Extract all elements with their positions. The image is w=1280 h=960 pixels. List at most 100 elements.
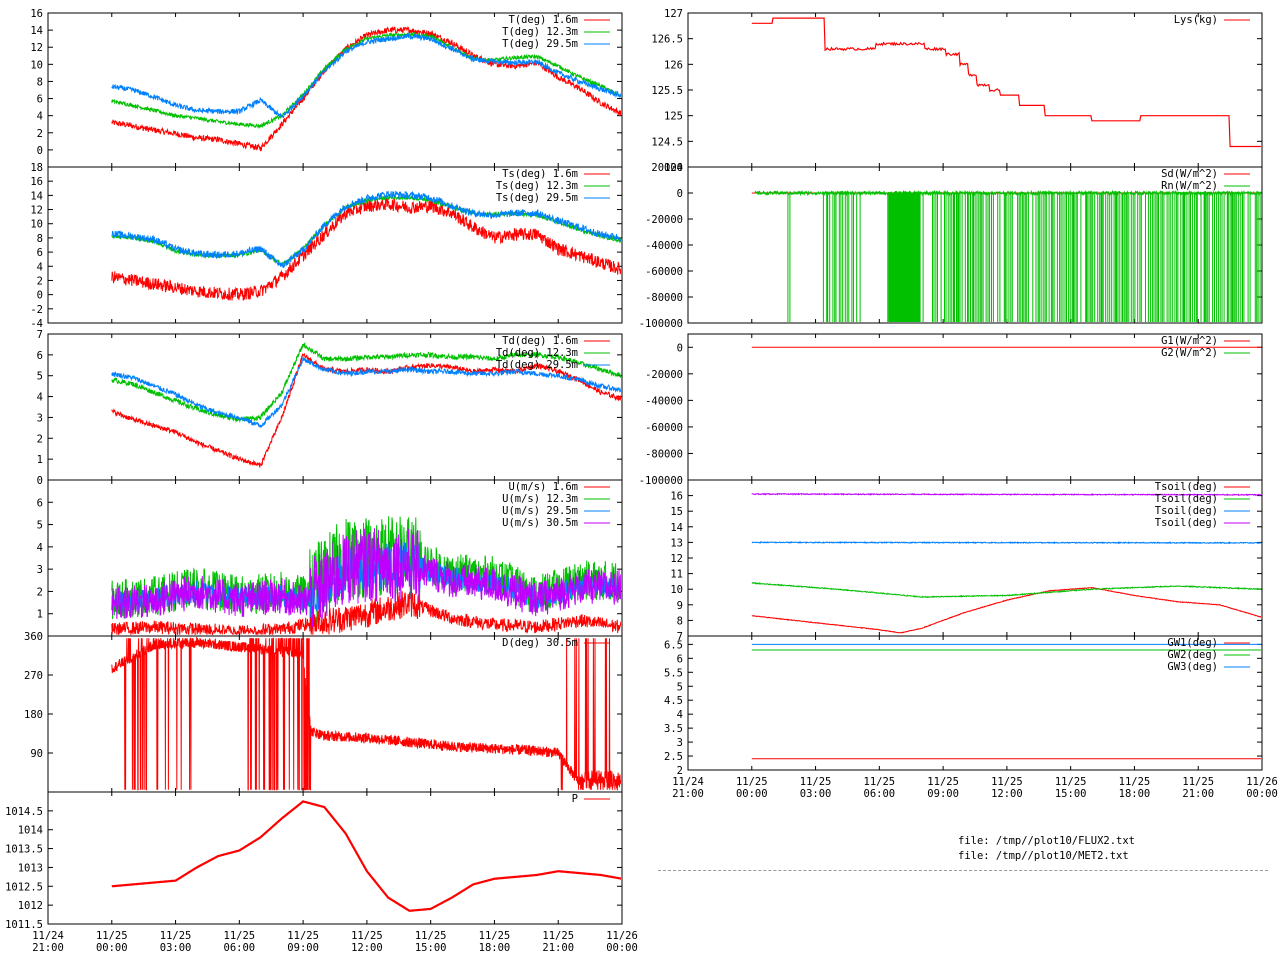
x-tick-label-right-date: 11/25 [864, 776, 896, 788]
y-tick-label: 3 [37, 564, 43, 576]
y-tick-label: 20000 [651, 162, 683, 174]
x-tick-label-right-date: 11/24 [672, 776, 704, 788]
y-tick-label: 125 [664, 111, 683, 123]
y-tick-label: 15 [670, 506, 683, 518]
legend-label: Ts(deg) 29.5m [496, 192, 578, 204]
legend-label: Tsoil(deg) [1155, 517, 1218, 529]
plot-frame [47, 791, 623, 925]
series-line-1 [111, 342, 621, 423]
legend-label: U(m/s) 12.3m [502, 493, 578, 505]
series-line-2 [111, 32, 621, 119]
y-tick-label: 1014 [18, 825, 43, 837]
y-tick-label: 126.5 [651, 34, 683, 46]
plot-data [751, 492, 1261, 634]
legend-label: U(m/s) 1.6m [508, 481, 578, 493]
panel-gw: 6.5 6 5.5 5 4.5 4 3.5 3 2.5 2 GW1(deg)GW2(deg)GW3(… [664, 635, 1263, 777]
y-tick-label: 180 [24, 709, 43, 721]
x-tick-label-left-time: 00:00 [96, 942, 128, 954]
dashed-separator [658, 870, 1268, 871]
y-tick-label: 11 [670, 569, 683, 581]
series-line-1 [751, 581, 1261, 599]
x-tick-label-right-date: 11/25 [927, 776, 959, 788]
y-tick-label: 7 [677, 631, 683, 643]
y-tick-label: 270 [24, 670, 43, 682]
y-tick-label: -40000 [645, 240, 683, 252]
legend-label: Td(deg) 1.6m [502, 335, 578, 347]
x-tick-label-left-time: 18:00 [479, 942, 511, 954]
series-line-0 [111, 637, 621, 791]
file-label-met: file: /tmp//plot10/MET2.txt [958, 850, 1129, 862]
y-tick-label: 2 [37, 128, 43, 140]
plot-data [751, 346, 1261, 348]
series-line-0 [111, 800, 621, 912]
y-tick-label: 14 [30, 190, 43, 202]
legend-label: U(m/s) 29.5m [502, 505, 578, 517]
series-spikes-1 [787, 193, 1261, 322]
y-tick-label: 124 [664, 162, 683, 174]
x-tick-label-right-time: 21:00 [1182, 788, 1214, 800]
panel-lys: 127 126.5 126 125.5 125 124.5 124 Lys(kg) [651, 8, 1263, 174]
x-tick-label-left-time: 06:00 [224, 942, 256, 954]
x-tick-label-right-time: 03:00 [800, 788, 832, 800]
panel-pres: 1014.5 1014 1013.5 1013 1012.5 1012 1011.5 P [5, 791, 623, 931]
y-tick-label: 4 [37, 111, 43, 123]
y-tick-label: 1 [37, 609, 43, 621]
plot-frame [47, 166, 623, 324]
y-tick-label: -100000 [639, 318, 683, 330]
legend-label: Td(deg) 29.5m [496, 359, 578, 371]
x-tick-label-right-date: 11/25 [800, 776, 832, 788]
series-line-0 [751, 586, 1261, 634]
legend-label: T(deg) 29.5m [502, 38, 578, 50]
legend-label: GW3(deg) [1167, 661, 1218, 673]
x-tick-label-left-time: 21:00 [32, 942, 64, 954]
y-tick-label: 6 [37, 247, 43, 259]
x-tick-label-left-date: 11/25 [160, 930, 192, 942]
y-tick-label: 6 [37, 350, 43, 362]
panel-temp: 16 14 12 10 8 6 4 2 0 T(deg) 1.6mT(deg) 12.3mT(de… [30, 8, 623, 168]
x-tick-label-right-date: 11/25 [1119, 776, 1151, 788]
x-tick-label-left-time: 12:00 [351, 942, 383, 954]
panel-tsoil: 16151413121110987Tsoil(deg)Tsoil(deg)Tso… [670, 479, 1263, 643]
y-tick-label: 10 [670, 584, 683, 596]
legend-label: T(deg) 12.3m [502, 26, 578, 38]
legend-label: Td(deg) 12.3m [496, 347, 578, 359]
y-tick-label: 10 [30, 219, 43, 231]
y-tick-label: 8 [677, 615, 683, 627]
legend-label: Tsoil(deg) [1155, 505, 1218, 517]
x-tick-label-right-date: 11/25 [1055, 776, 1087, 788]
y-tick-label: 1013.5 [5, 844, 43, 856]
x-tick-label-left-date: 11/24 [32, 930, 64, 942]
y-tick-label: 4.5 [664, 695, 683, 707]
y-tick-label: 16 [30, 176, 43, 188]
legend-label: D(deg) 30.5m [502, 637, 578, 649]
plot-data [751, 189, 1261, 322]
y-tick-label: 2 [37, 433, 43, 445]
y-tick-label: 2 [677, 765, 683, 777]
plot-data [111, 342, 621, 468]
legend-label: Lys(kg) [1174, 14, 1218, 26]
y-tick-label: -20000 [645, 369, 683, 381]
plot-data [111, 25, 621, 152]
x-tick-label-left-date: 11/25 [351, 930, 383, 942]
y-tick-label: 14 [30, 25, 43, 37]
y-tick-label: 127 [664, 8, 683, 20]
plot-data [111, 800, 621, 912]
y-tick-label: 6 [677, 653, 683, 665]
plot-data [751, 17, 1261, 148]
y-tick-label: 90 [30, 748, 43, 760]
plot-frame [687, 12, 1263, 168]
y-tick-label: 1014.5 [5, 806, 43, 818]
x-tick-label-left-time: 21:00 [542, 942, 574, 954]
y-tick-label: -2 [30, 304, 43, 316]
series-line-0 [751, 17, 1261, 148]
x-tick-label-left-date: 11/26 [606, 930, 638, 942]
x-tick-label-left-date: 11/25 [479, 930, 511, 942]
legend-label: GW1(deg) [1167, 637, 1218, 649]
series-line-2 [111, 190, 621, 269]
legend-label: G2(W/m^2) [1161, 347, 1218, 359]
x-tick-label-left-time: 00:00 [606, 942, 638, 954]
legend-label: Sd(W/m^2) [1161, 168, 1218, 180]
y-tick-label: 0 [37, 475, 43, 487]
